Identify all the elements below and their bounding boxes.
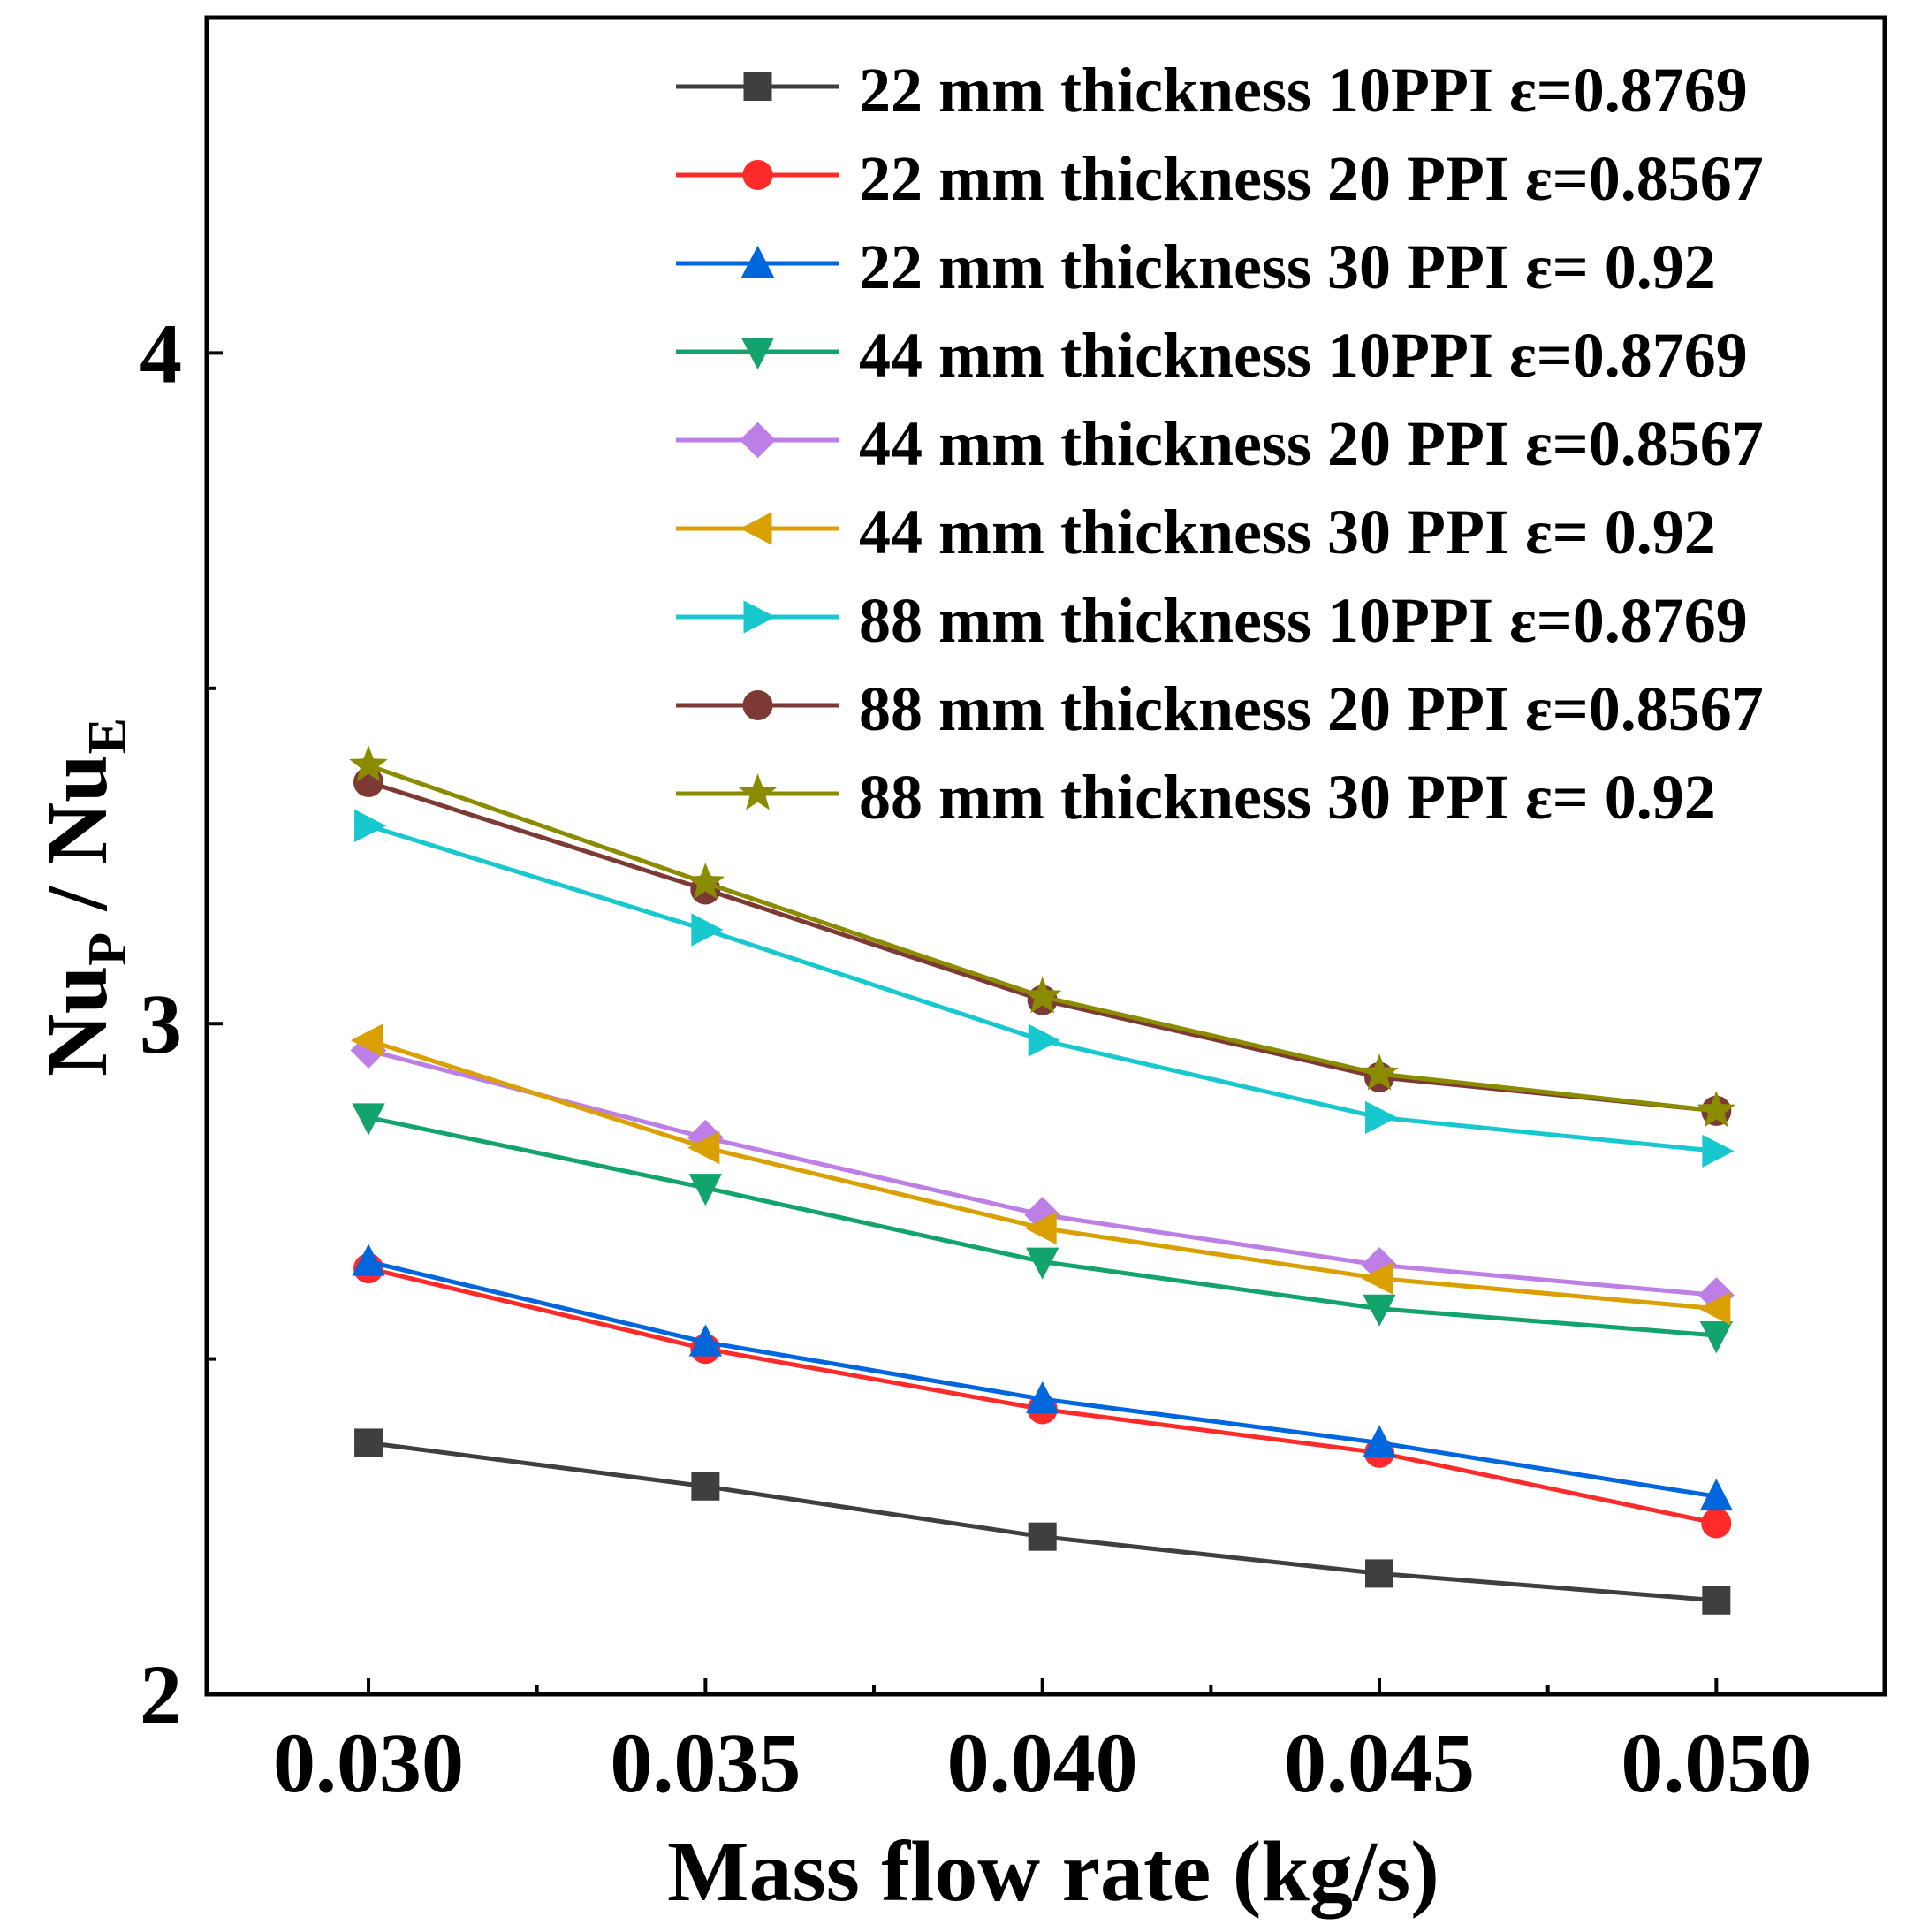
data-point	[1026, 1247, 1059, 1280]
legend-marker	[738, 773, 778, 810]
data-point	[352, 1103, 385, 1136]
y-tick-label: 3	[140, 977, 182, 1071]
legend-entry: 22 mm thickness 20 PPI ε=0.8567	[676, 143, 1764, 214]
data-point	[1028, 1023, 1060, 1057]
legend-entry: 88 mm thickness 20 PPI ε=0.8567	[676, 673, 1764, 744]
data-point	[1026, 1381, 1059, 1414]
data-point	[691, 1472, 720, 1501]
data-point	[1365, 1559, 1394, 1588]
data-point	[354, 809, 387, 842]
x-tick-label: 0.030	[273, 1715, 464, 1810]
data-point	[1024, 1211, 1057, 1245]
y-axis-label: NuP / NuE	[30, 718, 138, 1076]
legend-marker	[740, 512, 772, 545]
y-tick-label: 4	[140, 306, 182, 400]
series-9	[349, 745, 1736, 1128]
legend-marker	[740, 245, 775, 278]
data-point	[1028, 1522, 1057, 1551]
legend-label: 22 mm thickness 30 PPI ε= 0.92	[859, 232, 1716, 302]
legend-marker	[740, 422, 776, 459]
data-point	[1697, 1090, 1736, 1128]
legend-label: 44 mm thickness 10PPI ε=0.8769	[859, 320, 1748, 391]
y-label-main: Nu	[30, 966, 125, 1076]
legend-entry: 88 mm thickness 30 PPI ε= 0.92	[676, 762, 1716, 833]
legend-entry: 44 mm thickness 10PPI ε=0.8769	[676, 320, 1748, 391]
legend-entry: 44 mm thickness 30 PPI ε= 0.92	[676, 497, 1716, 567]
data-point	[1363, 1294, 1396, 1327]
data-point	[352, 1244, 385, 1276]
legend-marker	[743, 600, 776, 634]
data-point	[686, 862, 725, 900]
legend-label: 44 mm thickness 20 PPI ε=0.8567	[859, 408, 1764, 479]
y-label-sep: /	[30, 865, 125, 932]
x-tick-label: 0.035	[610, 1715, 801, 1810]
legend: 22 mm thickness 10PPI ε=0.8769 22 mm thic…	[676, 55, 1764, 833]
legend-label: 44 mm thickness 30 PPI ε= 0.92	[859, 497, 1716, 567]
series-line	[368, 1259, 1717, 1499]
legend-label: 88 mm thickness 20 PPI ε=0.8567	[859, 673, 1764, 744]
x-axis-label: Mass flow rate (kg/s)	[667, 1824, 1439, 1920]
data-point	[1699, 1321, 1733, 1354]
legend-entry: 22 mm thickness 30 PPI ε= 0.92	[676, 232, 1716, 302]
legend-entry: 88 mm thickness 10PPI ε=0.8769	[676, 585, 1748, 656]
data-point	[350, 1023, 383, 1057]
legend-label: 22 mm thickness 20 PPI ε=0.8567	[859, 143, 1764, 214]
data-point	[354, 1428, 383, 1457]
data-point	[1702, 1586, 1731, 1615]
y-label-main-2: Nu	[30, 754, 125, 864]
x-tick-label: 0.050	[1621, 1715, 1811, 1810]
legend-label: 88 mm thickness 10PPI ε=0.8769	[859, 585, 1748, 656]
legend-entry: 22 mm thickness 10PPI ε=0.8769	[676, 55, 1748, 126]
data-point	[1365, 1100, 1398, 1135]
legend-marker	[742, 160, 773, 190]
y-label-sub-e: E	[78, 718, 138, 754]
legend-marker	[740, 338, 775, 370]
plot-frame	[204, 15, 1887, 1697]
y-tick-label: 2	[140, 1647, 182, 1742]
data-point	[1702, 1134, 1735, 1168]
data-point	[1022, 976, 1062, 1014]
data-point	[688, 1324, 723, 1357]
legend-marker	[742, 690, 773, 720]
series-3	[352, 1244, 1733, 1511]
axes: 0.030 0.035 0.040 0.045 0.050 2 3 4	[140, 15, 1887, 1810]
series-4	[352, 1103, 1733, 1354]
series-1	[354, 1428, 1731, 1615]
data-point	[691, 913, 724, 947]
data-point	[1361, 1261, 1394, 1296]
y-label-sub-p: P	[78, 932, 138, 966]
series-6	[350, 1023, 1731, 1326]
data-point	[1699, 1478, 1733, 1511]
data-point	[1360, 1053, 1399, 1091]
legend-marker	[743, 72, 772, 101]
data-point	[349, 745, 388, 782]
legend-label: 88 mm thickness 30 PPI ε= 0.92	[859, 762, 1716, 833]
legend-label: 22 mm thickness 10PPI ε=0.8769	[859, 55, 1748, 126]
data-point	[687, 1130, 720, 1165]
data-point	[1363, 1425, 1396, 1457]
data-point	[1698, 1292, 1731, 1326]
series-7	[354, 809, 1735, 1168]
data-point	[1701, 1508, 1732, 1539]
series-layer	[349, 745, 1736, 1615]
data-point	[688, 1174, 723, 1206]
x-tick-label: 0.045	[1284, 1715, 1475, 1810]
x-tick-label: 0.040	[947, 1715, 1138, 1810]
legend-entry: 44 mm thickness 20 PPI ε=0.8567	[676, 408, 1764, 479]
